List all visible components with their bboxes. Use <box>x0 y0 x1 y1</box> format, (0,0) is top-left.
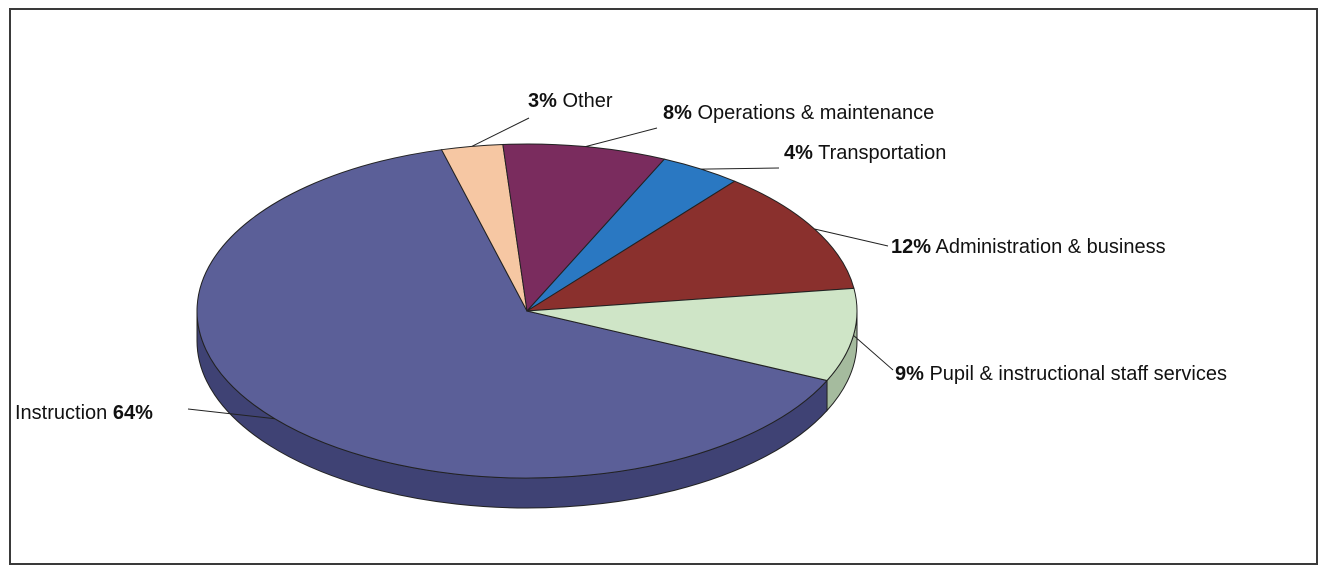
pie-slice-administration-and-business <box>526 180 855 312</box>
leader-line-other <box>471 117 530 147</box>
data-label-pct: 8% <box>663 102 692 124</box>
leader-line-operations-and-maintenance <box>585 127 658 148</box>
data-label-pct: 3% <box>528 90 557 112</box>
data-label-text: Transportation <box>813 142 946 164</box>
data-label-instruction: Instruction 64% <box>15 402 153 424</box>
pie-slice-instruction <box>196 149 828 479</box>
data-label-pct: 9% <box>895 363 924 385</box>
data-label-transportation: 4% Transportation <box>784 142 946 164</box>
leader-line-instruction <box>187 408 276 420</box>
data-label-administration-and-business: 12% Administration & business <box>891 236 1166 258</box>
data-label-pupil-and-instructional-staff-services: 9% Pupil & instructional staff services <box>895 363 1227 385</box>
data-label-pct: 64% <box>113 402 153 424</box>
leader-line-pupil-and-instructional-staff-services <box>853 335 894 371</box>
data-label-text: Instruction <box>15 402 113 424</box>
pie-slice-operations-and-maintenance <box>502 143 666 313</box>
slice-labels: Instruction 64% 3% Other 8% Operations & m… <box>15 90 1227 424</box>
data-label-pct: 12% <box>891 236 931 258</box>
leader-line-administration-and-business <box>814 228 889 247</box>
data-label-other: 3% Other <box>528 90 613 112</box>
data-label-pct: 4% <box>784 142 813 164</box>
data-label-text: Administration & business <box>931 236 1166 258</box>
data-label-text: Other <box>557 90 613 112</box>
data-label-text: Pupil & instructional staff services <box>924 363 1227 385</box>
leader-line-transportation <box>700 167 780 170</box>
leader-lines <box>187 117 894 420</box>
pie-slices <box>196 143 858 479</box>
data-label-text: Operations & maintenance <box>692 102 934 124</box>
pie-slice-pupil-and-instructional-staff-services <box>526 287 858 382</box>
data-label-operations-and-maintenance: 8% Operations & maintenance <box>663 102 934 124</box>
